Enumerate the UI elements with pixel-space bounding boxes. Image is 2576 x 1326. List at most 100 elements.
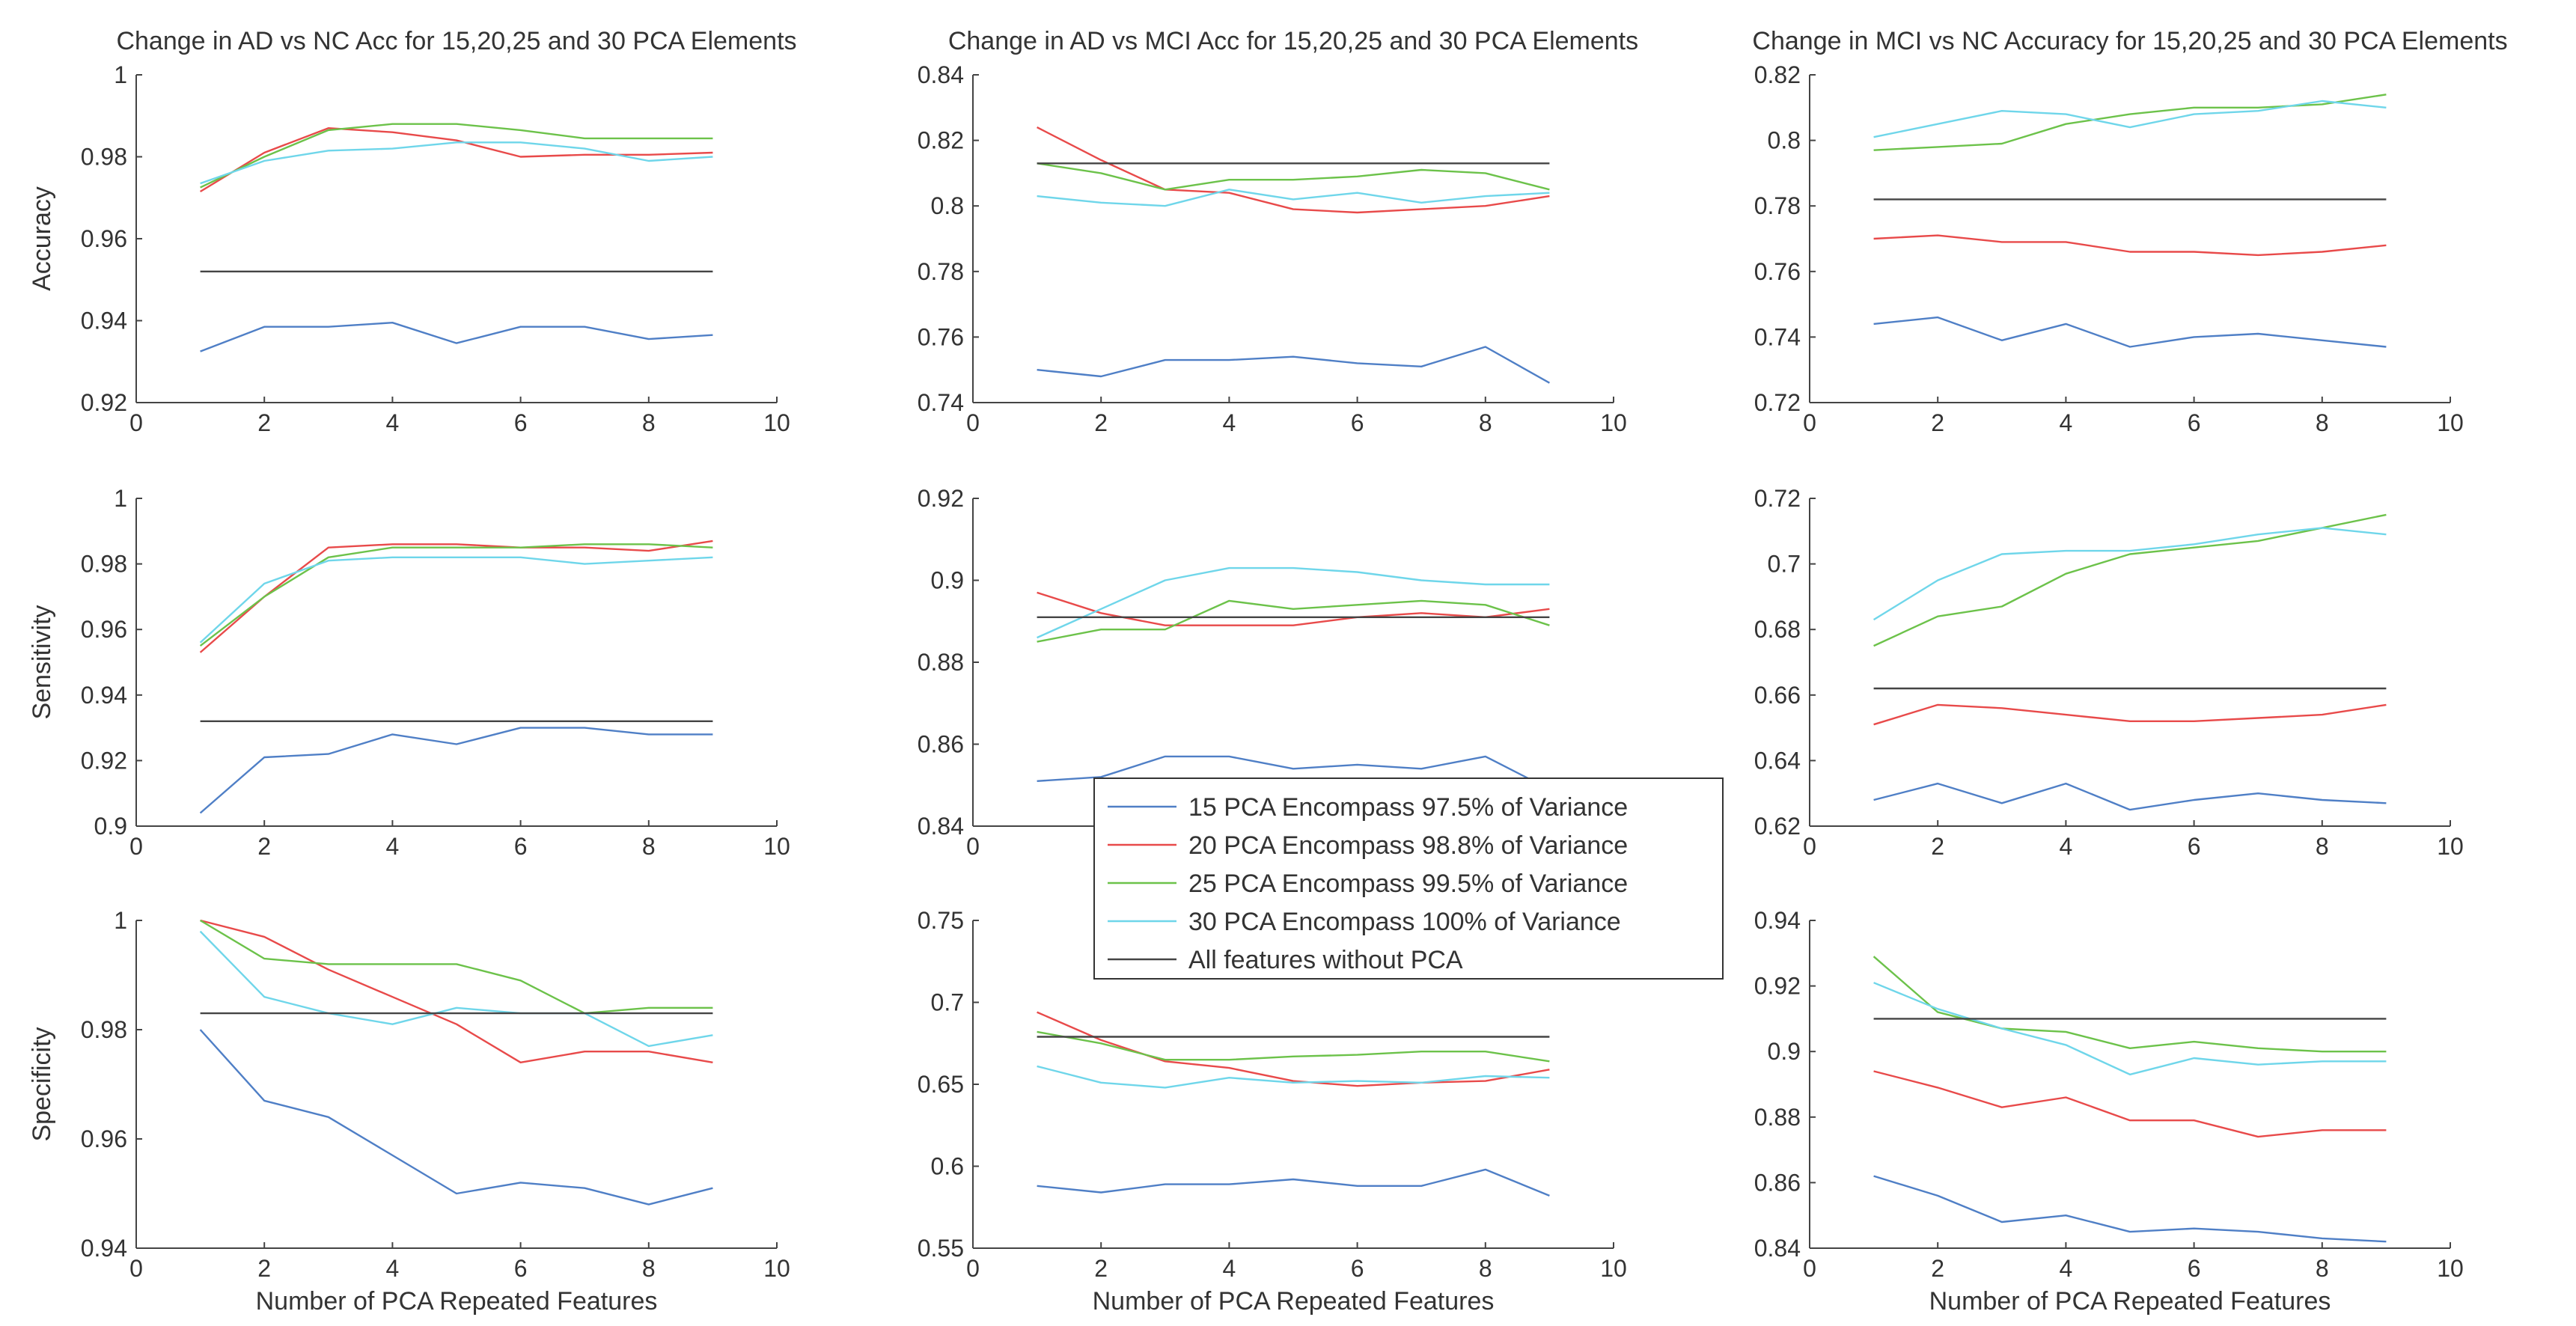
y-tick-label: 0.75	[918, 907, 964, 934]
x-tick-label: 0	[129, 833, 143, 860]
y-tick-label: 0.86	[1754, 1169, 1801, 1196]
x-tick-label: 8	[1479, 1255, 1492, 1282]
series-line-4	[1873, 527, 2387, 621]
y-tick-label: 0.96	[81, 225, 127, 252]
y-tick-label: 0.86	[918, 731, 964, 758]
x-tick-label: 4	[386, 833, 400, 860]
legend-box	[1093, 777, 1724, 980]
y-tick-label: 0.92	[81, 389, 127, 416]
x-tick-label: 2	[1094, 1255, 1108, 1282]
series-line-2	[1037, 1011, 1550, 1087]
series-line-2	[1873, 1070, 2387, 1138]
series-line-3	[1873, 956, 2387, 1053]
series-line-3	[1873, 513, 2387, 647]
series-line-4	[1037, 189, 1550, 207]
y-tick-label: 0.82	[918, 127, 964, 154]
x-tick-label: 2	[1931, 1255, 1944, 1282]
series-line-2	[199, 540, 713, 653]
x-tick-label: 6	[2188, 1255, 2201, 1282]
x-tick-label: 2	[257, 409, 271, 436]
y-tick-label: 0.96	[81, 1125, 127, 1152]
y-axis-label: Sensitivity	[28, 605, 56, 719]
series-line-4	[1873, 982, 2387, 1076]
x-tick-label: 0	[1803, 833, 1816, 860]
series-line-3	[199, 543, 713, 647]
series-line-1	[1873, 1175, 2387, 1243]
x-tick-label: 0	[1803, 409, 1816, 436]
series-line-2	[1873, 234, 2387, 257]
x-axis-label: Number of PCA Repeated Features	[1093, 1287, 1495, 1316]
y-tick-label: 0.76	[918, 323, 964, 350]
y-tick-label: 0.62	[1754, 813, 1801, 840]
x-tick-label: 8	[642, 409, 656, 436]
y-tick-label: 0.94	[1754, 907, 1801, 934]
x-tick-label: 4	[1223, 1255, 1236, 1282]
x-tick-label: 8	[642, 1255, 656, 1282]
subplot-1: 0 2 4 6 8 10 0.92 0.94 0.96 0.98 1 Change in AD vs …	[28, 27, 797, 436]
y-tick-label: 0.68	[1754, 616, 1801, 643]
x-tick-label: 10	[763, 1255, 790, 1282]
y-tick-label: 0.76	[1754, 258, 1801, 285]
x-tick-label: 4	[2060, 409, 2073, 436]
subplot-3: 0 2 4 6 8 10 0.72 0.74 0.76 0.78 0.8 0.82 Change in …	[1752, 27, 2507, 436]
x-tick-label: 6	[1351, 409, 1364, 436]
series-line-1	[199, 1029, 713, 1206]
x-tick-label: 6	[1351, 1255, 1364, 1282]
y-axis-label: Specificity	[28, 1027, 56, 1141]
x-tick-label: 10	[763, 409, 790, 436]
series-line-1	[1037, 755, 1550, 790]
y-tick-label: 0.92	[1754, 973, 1801, 1000]
series-line-4	[200, 141, 713, 185]
x-tick-label: 6	[2188, 833, 2201, 860]
y-tick-label: 0.78	[918, 258, 964, 285]
y-tick-label: 0.88	[1754, 1104, 1801, 1131]
series-line-1	[200, 322, 713, 352]
legend-entry-label: 25 PCA Encompass 99.5% of Variance	[1188, 870, 1628, 898]
series-line-3	[199, 919, 713, 1015]
x-tick-label: 0	[966, 409, 980, 436]
y-tick-label: 0.84	[918, 813, 964, 840]
x-tick-label: 10	[1600, 1255, 1627, 1282]
y-tick-label: 0.92	[918, 485, 964, 512]
legend: 15 PCA Encompass 97.5% of Variance 20 PCA…	[1093, 777, 1724, 980]
x-tick-label: 6	[514, 1255, 528, 1282]
series-line-3	[1037, 1030, 1550, 1063]
series-line-3	[1037, 162, 1550, 191]
x-tick-label: 8	[642, 833, 656, 860]
x-tick-label: 2	[1094, 409, 1108, 436]
series-line-3	[1037, 599, 1550, 643]
series-line-3	[1873, 94, 2387, 151]
series-line-1	[1873, 316, 2387, 348]
y-tick-label: 0.82	[1754, 61, 1801, 88]
series-line-1	[1873, 782, 2387, 811]
legend-entry-label: 30 PCA Encompass 100% of Variance	[1188, 908, 1621, 936]
y-tick-label: 0.9	[931, 567, 964, 594]
x-tick-label: 0	[966, 1255, 980, 1282]
x-tick-label: 10	[2437, 833, 2464, 860]
y-tick-label: 0.64	[1754, 747, 1801, 774]
y-tick-label: 0.74	[1754, 323, 1801, 350]
x-tick-label: 2	[1931, 409, 1944, 436]
subplot-9: 0 2 4 6 8 10 0.84 0.86 0.88 0.9 0.92 0.94 Number of …	[1754, 907, 2464, 1316]
x-tick-label: 10	[763, 833, 790, 860]
x-tick-label: 0	[966, 833, 980, 860]
y-tick-label: 0.78	[1754, 192, 1801, 219]
y-tick-label: 0.9	[1768, 1038, 1801, 1065]
x-tick-label: 4	[1223, 409, 1236, 436]
series-line-4	[1037, 1065, 1550, 1089]
y-tick-label: 0.72	[1754, 389, 1801, 416]
y-tick-label: 0.9	[94, 813, 127, 840]
x-tick-label: 4	[2060, 1255, 2073, 1282]
y-tick-label: 0.72	[1754, 485, 1801, 512]
y-tick-label: 0.55	[918, 1235, 964, 1262]
x-axis-label: Number of PCA Repeated Features	[256, 1287, 658, 1316]
y-tick-label: 0.8	[1768, 127, 1801, 154]
x-tick-label: 10	[2437, 1255, 2464, 1282]
y-tick-label: 0.98	[81, 1016, 127, 1043]
y-tick-label: 0.98	[81, 144, 127, 171]
y-tick-label: 0.7	[931, 989, 964, 1016]
y-tick-label: 0.8	[931, 192, 964, 219]
y-tick-label: 0.98	[81, 551, 127, 578]
x-tick-label: 4	[386, 409, 400, 436]
